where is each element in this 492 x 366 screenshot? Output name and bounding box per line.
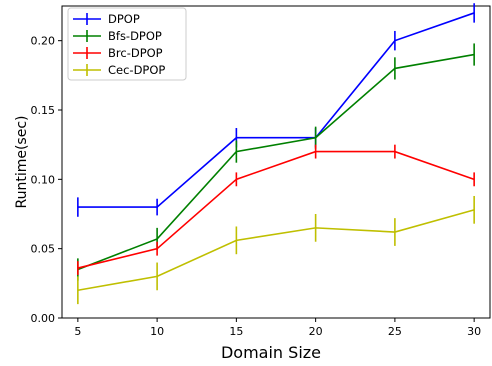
legend-label-dpop: DPOP <box>108 12 140 26</box>
x-tick-label: 10 <box>150 325 164 338</box>
x-axis-title: Domain Size <box>221 343 321 362</box>
legend-box <box>67 7 187 81</box>
series-line-dpop <box>77 12 475 208</box>
x-tick-label: 30 <box>467 325 481 338</box>
series-line-cec-dpop <box>77 209 475 292</box>
series-line-brc-dpop <box>77 150 475 269</box>
series-layer <box>77 3 475 305</box>
x-tick-label: 20 <box>309 325 323 338</box>
plot-frame <box>61 5 491 319</box>
y-tick-label: 0.10 <box>31 173 56 186</box>
series-line-bfs-dpop <box>77 53 475 271</box>
y-tick-label: 0.00 <box>31 312 56 325</box>
y-axis-ticks: 0.00 0.05 0.10 0.15 0.20 <box>31 35 62 325</box>
y-tick-label: 0.15 <box>31 104 56 117</box>
x-axis-ticks: 5 10 15 20 25 30 <box>74 318 481 338</box>
legend: DPOP Bfs-DPOP Brc-DPOP Cec-DPOP <box>67 7 187 81</box>
legend-label-brc-dpop: Brc-DPOP <box>108 46 163 60</box>
legend-label-cec-dpop: Cec-DPOP <box>108 63 165 77</box>
x-tick-label: 25 <box>388 325 402 338</box>
y-tick-label: 0.20 <box>31 35 56 48</box>
y-axis-title: Runtime(sec) <box>14 115 30 208</box>
y-tick-label: 0.05 <box>31 243 56 256</box>
x-tick-label: 15 <box>229 325 243 338</box>
legend-label-bfs-dpop: Bfs-DPOP <box>108 29 162 43</box>
x-tick-label: 5 <box>74 325 81 338</box>
